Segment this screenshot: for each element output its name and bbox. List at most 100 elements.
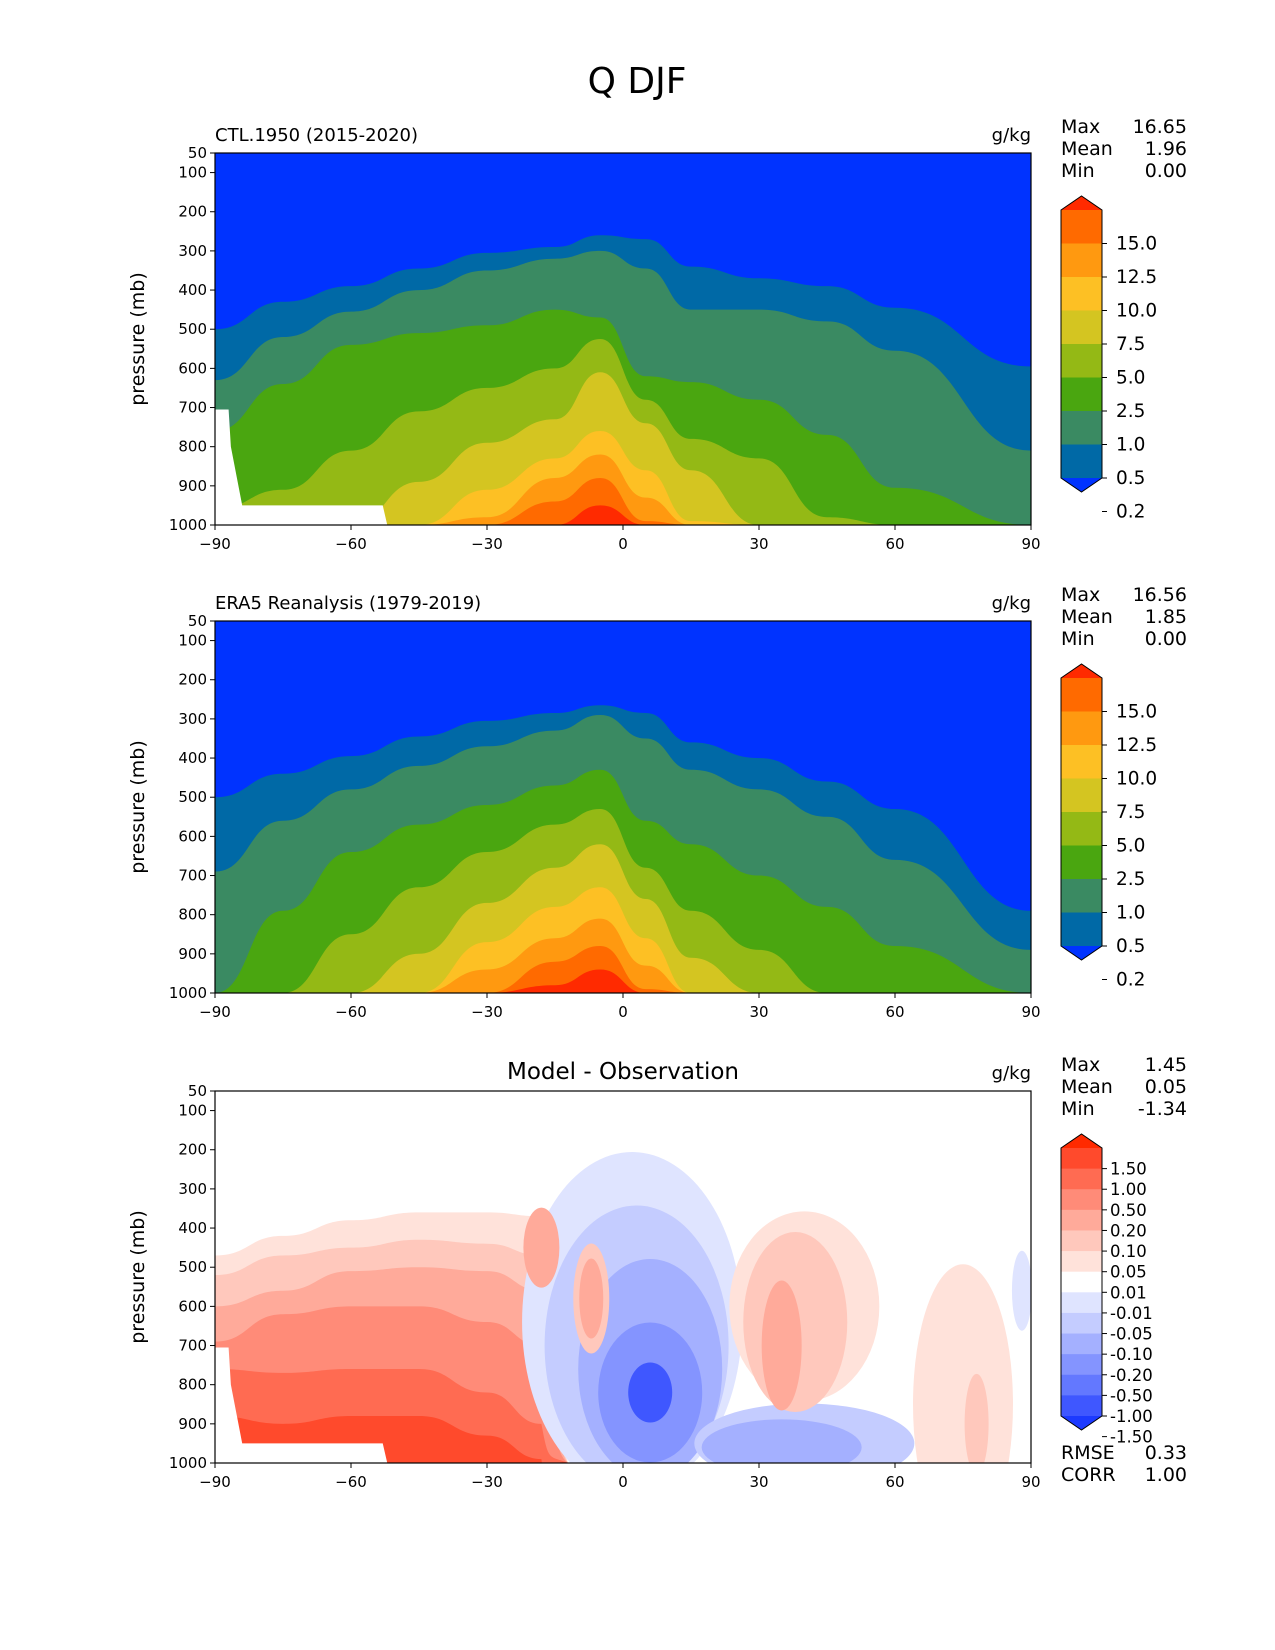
y-tick-label: 1000 xyxy=(169,516,207,534)
x-tick-label: 90 xyxy=(1021,535,1040,553)
colorbar-segment xyxy=(1061,1312,1102,1334)
x-tick-label: −30 xyxy=(471,1003,503,1021)
colorbar-segment xyxy=(1061,1209,1102,1231)
y-tick-label: 600 xyxy=(178,827,207,845)
colorbar-tick-label: 0.20 xyxy=(1110,1221,1147,1240)
y-tick-label: 50 xyxy=(188,612,207,630)
units-label: g/kg xyxy=(992,1063,1031,1084)
y-tick-label: 100 xyxy=(178,1102,207,1120)
colorbar-tick-label: 0.50 xyxy=(1110,1201,1147,1220)
y-tick-label: 1000 xyxy=(169,1454,207,1472)
y-axis-label: pressure (mb) xyxy=(127,740,149,874)
contour-band xyxy=(215,505,1031,525)
positive-contour-band xyxy=(523,1207,560,1288)
stat-label: Min xyxy=(1061,1098,1095,1120)
y-tick-label: 700 xyxy=(178,399,207,417)
y-tick-label: 500 xyxy=(178,320,207,338)
panel-title: CTL.1950 (2015-2020) xyxy=(215,125,418,146)
y-axis-label: pressure (mb) xyxy=(127,1210,149,1344)
y-tick-label: 200 xyxy=(178,203,207,221)
colorbar-tick-label: 0.2 xyxy=(1116,970,1145,991)
x-tick-label: 0 xyxy=(618,1003,628,1021)
x-tick-label: −60 xyxy=(335,1473,367,1491)
stat-label: RMSE xyxy=(1061,1442,1115,1464)
colorbar-tick-label: 5.0 xyxy=(1116,836,1145,857)
y-tick-label: 700 xyxy=(178,867,207,885)
x-tick-label: −90 xyxy=(199,535,231,553)
colorbar-tick-label: 0.01 xyxy=(1110,1283,1147,1302)
y-tick-label: 400 xyxy=(178,281,207,299)
colorbar-tick-label: 7.5 xyxy=(1116,334,1145,355)
y-tick-label: 800 xyxy=(178,1376,207,1394)
panels: −90 −60 −30 0 30 60 90 50 100 200 300 400 500 600 700 8… xyxy=(127,116,1187,1491)
colorbar-tick-label: 2.5 xyxy=(1116,869,1145,890)
panel-title: ERA5 Reanalysis (1979-2019) xyxy=(215,593,481,614)
y-tick-label: 300 xyxy=(178,242,207,260)
negative-contour-band xyxy=(701,1419,862,1463)
contour-field xyxy=(215,153,1031,525)
colorbar-extend-top xyxy=(1061,1134,1102,1148)
colorbar: 15.0 12.5 10.0 7.5 5.0 2.5 1.0 0.5 0.2 xyxy=(1060,195,1157,523)
colorbar-segment xyxy=(1061,745,1102,779)
colorbar-segment xyxy=(1061,879,1102,913)
colorbar-segment xyxy=(1061,1395,1102,1417)
x-tick-label: −60 xyxy=(335,1003,367,1021)
y-tick-label: 200 xyxy=(178,1141,207,1159)
positive-contour-band xyxy=(964,1373,989,1463)
stat-value: 1.45 xyxy=(1145,1054,1187,1076)
contour-band xyxy=(215,478,1031,525)
topography-mask xyxy=(215,409,388,525)
y-tick-label: 500 xyxy=(178,1258,207,1276)
colorbar-segment xyxy=(1061,845,1102,880)
colorbar-extend-bottom xyxy=(1061,1416,1102,1430)
colorbar-tick-label: 12.5 xyxy=(1116,267,1157,288)
colorbar-tick-label: -0.10 xyxy=(1110,1345,1153,1364)
colorbar-segment xyxy=(1061,1168,1102,1190)
y-tick-label: 400 xyxy=(178,1219,207,1237)
y-tick-label: 1000 xyxy=(169,984,207,1002)
y-tick-label: 700 xyxy=(178,1337,207,1355)
stat-label: Max xyxy=(1061,584,1100,606)
contour-band xyxy=(215,969,1031,993)
colorbar-segment xyxy=(1061,812,1102,846)
colorbar-segment xyxy=(1061,1271,1102,1293)
stat-label: Mean xyxy=(1061,138,1113,160)
colorbar-segment xyxy=(1061,411,1102,445)
colorbar-tick-label: 10.0 xyxy=(1116,769,1157,790)
stat-value: 1.96 xyxy=(1145,138,1187,160)
colorbar-segment xyxy=(1061,1189,1102,1211)
x-tick-label: 30 xyxy=(749,1473,768,1491)
x-tick-label: −90 xyxy=(199,1473,231,1491)
x-tick-label: 90 xyxy=(1021,1003,1040,1021)
colorbar-tick-label: 2.5 xyxy=(1116,401,1145,422)
x-tick-label: −30 xyxy=(471,535,503,553)
contour-band xyxy=(215,372,1031,525)
colorbar-tick-label: 12.5 xyxy=(1116,735,1157,756)
y-tick-label: 900 xyxy=(178,477,207,495)
colorbar-tick-label: 0.2 xyxy=(1116,502,1145,523)
colorbar-tick-label: 0.10 xyxy=(1110,1242,1147,1261)
colorbar-extend-bottom xyxy=(1061,946,1102,960)
stat-label: Mean xyxy=(1061,606,1113,628)
x-tick-label: 90 xyxy=(1021,1473,1040,1491)
contour-band xyxy=(215,918,1031,993)
stat-value: 0.33 xyxy=(1145,1442,1187,1464)
stat-value: 0.05 xyxy=(1145,1076,1187,1098)
colorbar-tick-label: -0.50 xyxy=(1110,1386,1153,1405)
stat-value: 1.00 xyxy=(1145,1464,1187,1486)
panel-title: Model - Observation xyxy=(507,1059,739,1085)
colorbar-tick-label: 1.50 xyxy=(1110,1160,1147,1179)
colorbar-tick-label: 1.0 xyxy=(1116,903,1145,924)
colorbar-tick-label: -1.00 xyxy=(1110,1407,1153,1426)
y-tick-label: 200 xyxy=(178,671,207,689)
colorbar-segment xyxy=(1061,912,1102,947)
figure-title: Q DJF xyxy=(588,61,687,102)
colorbar-extend-bottom xyxy=(1061,478,1102,492)
colorbar-segment xyxy=(1061,210,1102,244)
panel-1: −90 −60 −30 0 30 60 90 50 100 200 300 400 500 600 700 8… xyxy=(127,116,1187,553)
colorbar: 15.0 12.5 10.0 7.5 5.0 2.5 1.0 0.5 0.2 xyxy=(1060,663,1157,991)
x-tick-label: 30 xyxy=(749,1003,768,1021)
stat-value: 16.56 xyxy=(1133,584,1187,606)
x-tick-label: 60 xyxy=(885,1473,904,1491)
